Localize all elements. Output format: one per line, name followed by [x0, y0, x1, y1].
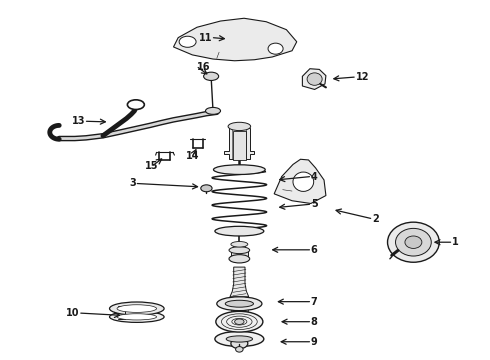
Ellipse shape [216, 311, 263, 332]
Polygon shape [230, 267, 249, 297]
Ellipse shape [228, 122, 251, 131]
Polygon shape [302, 69, 326, 89]
Ellipse shape [225, 300, 253, 307]
Bar [233, 244, 245, 248]
Text: 6: 6 [311, 245, 318, 255]
Text: 2: 2 [372, 214, 379, 224]
Ellipse shape [293, 172, 314, 192]
Ellipse shape [395, 228, 431, 256]
Ellipse shape [215, 331, 264, 347]
Ellipse shape [110, 302, 164, 315]
Polygon shape [224, 128, 254, 158]
Polygon shape [173, 18, 297, 61]
Ellipse shape [201, 185, 212, 192]
Polygon shape [274, 159, 326, 203]
Text: 10: 10 [66, 308, 79, 318]
Ellipse shape [235, 319, 244, 324]
Text: 4: 4 [311, 172, 318, 181]
Text: 12: 12 [356, 72, 369, 82]
Text: 16: 16 [197, 62, 211, 72]
Ellipse shape [405, 236, 422, 248]
Ellipse shape [179, 36, 196, 47]
Bar [233, 131, 246, 159]
Ellipse shape [215, 226, 264, 236]
Ellipse shape [229, 247, 250, 253]
Ellipse shape [229, 255, 250, 263]
Ellipse shape [226, 336, 252, 342]
Text: 9: 9 [311, 337, 318, 347]
Ellipse shape [307, 73, 322, 85]
Text: 13: 13 [72, 116, 85, 126]
Text: 14: 14 [186, 152, 199, 162]
Bar [231, 250, 248, 258]
Ellipse shape [268, 43, 283, 54]
Text: 3: 3 [129, 179, 136, 188]
Text: 15: 15 [145, 161, 159, 171]
Text: 1: 1 [452, 237, 459, 247]
Ellipse shape [231, 242, 248, 247]
Ellipse shape [110, 311, 164, 323]
Text: 7: 7 [311, 297, 318, 307]
Ellipse shape [236, 347, 243, 352]
Ellipse shape [214, 165, 265, 175]
Ellipse shape [205, 107, 221, 114]
Text: 11: 11 [198, 33, 212, 42]
Text: 5: 5 [311, 199, 318, 209]
Ellipse shape [117, 305, 157, 312]
Ellipse shape [117, 314, 157, 320]
Ellipse shape [231, 338, 248, 348]
Ellipse shape [388, 222, 439, 262]
Ellipse shape [217, 297, 262, 311]
Text: 8: 8 [311, 317, 318, 327]
Ellipse shape [204, 72, 219, 81]
Ellipse shape [127, 100, 145, 109]
Bar [231, 297, 248, 332]
